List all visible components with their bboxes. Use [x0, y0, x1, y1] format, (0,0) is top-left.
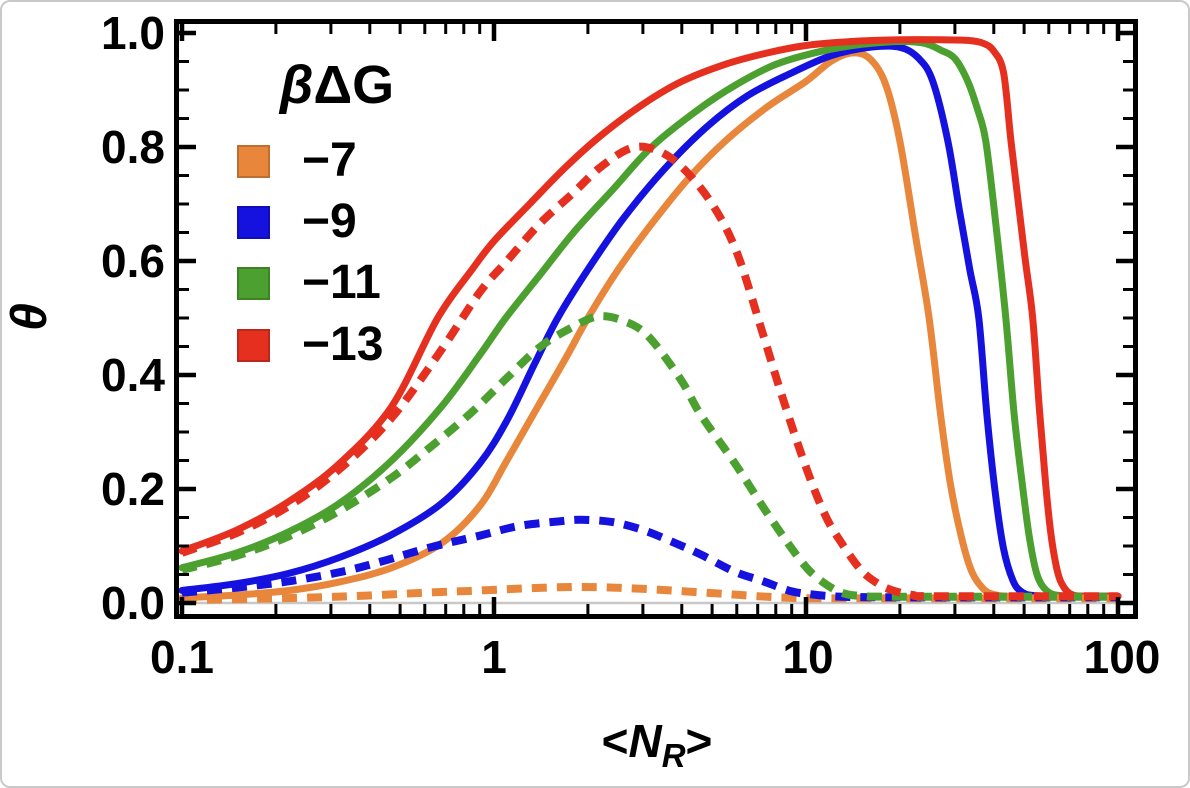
x-tick-label-1: 1 — [481, 631, 507, 683]
curves-layer — [179, 36, 1122, 605]
legend-item-label-minus13: −13 — [302, 318, 384, 371]
x-axis-label-open: < — [601, 715, 629, 767]
legend-swatch-minus13 — [237, 329, 270, 362]
x-axis-label-close: > — [685, 715, 713, 767]
x-tick-label-0.1: 0.1 — [150, 631, 214, 683]
curve-solid-minus13 — [179, 36, 1122, 600]
y-tick-label-0.2: 0.2 — [101, 463, 165, 515]
legend-swatch-minus9 — [237, 206, 270, 239]
x-axis-label-subscript: R — [661, 737, 686, 774]
y-tick-label-0.6: 0.6 — [101, 235, 165, 287]
x-axis-label-symbol: N — [628, 715, 662, 767]
legend-item-label-minus9: −9 — [302, 195, 357, 248]
y-tick-label-0.0: 0.0 — [101, 577, 165, 629]
y-tick-label-0.8: 0.8 — [101, 121, 165, 173]
legend-swatch-minus11 — [237, 267, 270, 300]
legend-item-label-minus7: −7 — [302, 134, 357, 187]
curve-solid-minus9 — [179, 42, 1122, 600]
legend-item-label-minus11: −11 — [302, 256, 381, 309]
legend-title-rest: ΔG — [313, 55, 395, 115]
curve-dashed-minus11 — [180, 312, 1119, 601]
legend-swatch-minus7 — [237, 145, 270, 178]
x-tick-label-10: 10 — [782, 631, 834, 683]
plot-frame — [174, 19, 1138, 619]
legend-title-beta: β — [279, 55, 314, 115]
curve-solid-minus7 — [179, 49, 1122, 602]
y-tick-label-0.4: 0.4 — [101, 349, 165, 401]
legend-title: βΔG — [232, 54, 442, 116]
y-tick-label-1.0: 1.0 — [101, 7, 165, 59]
curve-dashed-minus9 — [181, 515, 1119, 602]
y-axis-label: θ — [1, 303, 57, 331]
axis-ticks — [179, 24, 1133, 614]
x-axis-label: <NR> — [557, 714, 757, 775]
x-tick-label-100: 100 — [1083, 631, 1161, 683]
curve-dashed-minus13 — [180, 142, 1119, 601]
